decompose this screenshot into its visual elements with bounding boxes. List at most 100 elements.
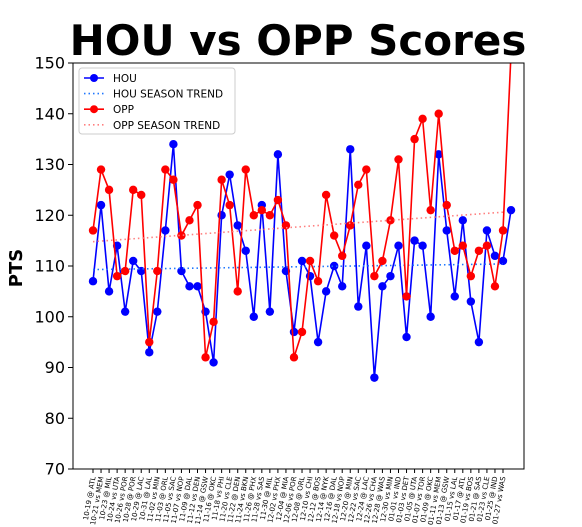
data-point bbox=[193, 282, 202, 291]
legend: HOU HOU SEASON TREND OPP OPP SEASON TREND bbox=[78, 67, 236, 135]
y-tick-label: 110 bbox=[34, 257, 65, 276]
y-tick-label: 100 bbox=[34, 307, 65, 326]
data-point bbox=[418, 241, 427, 250]
data-point bbox=[313, 277, 323, 286]
y-tick-label: 150 bbox=[34, 54, 65, 73]
data-point bbox=[394, 241, 403, 250]
data-point bbox=[209, 317, 218, 327]
legend-item: OPP bbox=[84, 104, 134, 116]
y-tick-label: 120 bbox=[34, 206, 65, 225]
data-point bbox=[88, 277, 98, 286]
data-point bbox=[410, 134, 419, 144]
data-point bbox=[96, 200, 106, 210]
legend-marker bbox=[90, 105, 98, 114]
data-point bbox=[426, 312, 435, 321]
data-point bbox=[233, 221, 242, 230]
data-point bbox=[434, 109, 443, 118]
data-point bbox=[394, 155, 403, 164]
y-tick-label: 140 bbox=[34, 104, 65, 123]
trend-line bbox=[92, 211, 504, 243]
data-point bbox=[321, 287, 331, 296]
series-hou bbox=[88, 140, 516, 382]
data-point bbox=[338, 282, 347, 291]
chart-title: HOU vs OPP Scores bbox=[70, 16, 527, 65]
data-point bbox=[201, 353, 210, 362]
plot-frame bbox=[72, 62, 525, 470]
data-point bbox=[289, 327, 299, 337]
data-point bbox=[241, 165, 250, 174]
data-point bbox=[265, 211, 275, 220]
data-point bbox=[442, 200, 451, 210]
data-point bbox=[289, 353, 299, 362]
data-point bbox=[329, 231, 339, 240]
data-point bbox=[321, 190, 331, 200]
y-axis: 70 80 90 100 110 120 130 140 150 bbox=[34, 54, 73, 479]
data-point bbox=[386, 271, 395, 281]
data-point bbox=[225, 170, 234, 179]
data-point bbox=[177, 231, 186, 240]
data-point bbox=[209, 358, 218, 367]
data-point bbox=[153, 307, 162, 316]
data-point bbox=[450, 246, 459, 255]
data-point bbox=[281, 221, 291, 230]
data-point bbox=[305, 256, 315, 266]
series-opp-season-trend bbox=[92, 211, 504, 243]
data-point bbox=[169, 175, 178, 184]
data-point bbox=[506, 205, 516, 215]
data-point bbox=[249, 211, 258, 220]
data-point bbox=[370, 271, 379, 281]
data-point bbox=[474, 246, 484, 255]
legend-box bbox=[78, 67, 236, 135]
data-point bbox=[120, 307, 130, 316]
data-point bbox=[482, 241, 492, 250]
data-point bbox=[490, 282, 500, 291]
data-point bbox=[362, 241, 371, 250]
data-point bbox=[185, 216, 194, 225]
data-point bbox=[273, 195, 283, 205]
data-point bbox=[498, 256, 508, 266]
data-point bbox=[153, 266, 162, 276]
data-point bbox=[273, 150, 283, 159]
series-opp bbox=[88, 63, 512, 362]
data-point bbox=[257, 205, 267, 215]
data-point bbox=[329, 261, 339, 271]
y-axis-label: PTS bbox=[6, 249, 27, 287]
legend-label: HOU bbox=[113, 73, 137, 85]
data-point bbox=[128, 256, 138, 266]
data-point bbox=[482, 226, 492, 235]
legend-item: OPP SEASON TREND bbox=[84, 120, 220, 132]
data-point bbox=[217, 175, 226, 184]
legend-item: HOU SEASON TREND bbox=[84, 89, 223, 101]
data-point bbox=[458, 216, 468, 225]
data-point bbox=[466, 271, 476, 281]
data-point bbox=[346, 145, 355, 154]
data-point bbox=[265, 307, 275, 316]
data-point bbox=[426, 205, 435, 215]
data-point bbox=[137, 266, 146, 276]
data-point bbox=[346, 221, 355, 230]
legend-marker bbox=[90, 74, 98, 82]
data-point bbox=[410, 236, 419, 245]
y-tick-label: 90 bbox=[45, 358, 65, 377]
data-point bbox=[305, 271, 315, 281]
data-point bbox=[241, 246, 250, 255]
data-point bbox=[362, 165, 371, 174]
data-point bbox=[450, 292, 459, 301]
data-point bbox=[161, 226, 170, 235]
data-point bbox=[498, 226, 508, 235]
data-point bbox=[297, 256, 307, 266]
data-point bbox=[193, 200, 202, 210]
data-point bbox=[378, 256, 387, 266]
data-point bbox=[297, 327, 307, 337]
data-point bbox=[458, 241, 468, 250]
data-point bbox=[88, 226, 98, 235]
data-point bbox=[402, 332, 411, 342]
data-point bbox=[354, 180, 363, 189]
data-point bbox=[104, 287, 114, 296]
data-point bbox=[354, 302, 363, 311]
data-point bbox=[338, 251, 347, 261]
data-point bbox=[474, 337, 484, 347]
legend-label: OPP SEASON TREND bbox=[113, 120, 220, 132]
